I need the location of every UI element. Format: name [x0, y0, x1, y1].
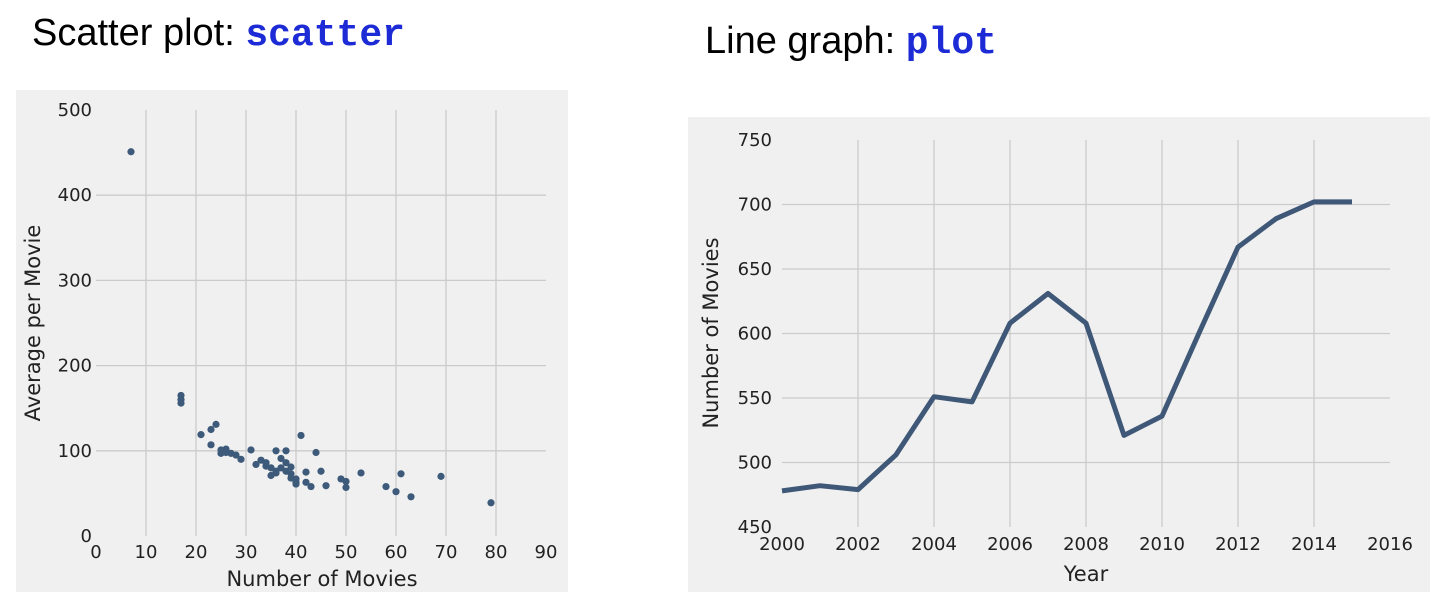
scatter-y-axis-title: Average per Movie — [21, 225, 45, 422]
line-y-tick-label: 450 — [738, 517, 772, 538]
scatter-point — [197, 431, 205, 439]
scatter-x-tick-label: 90 — [535, 542, 558, 563]
scatter-plot-area — [16, 90, 568, 592]
scatter-point — [437, 472, 445, 480]
scatter-point — [297, 431, 305, 440]
scatter-point — [382, 482, 390, 491]
scatter-point — [272, 447, 280, 455]
scatter-point — [207, 441, 215, 449]
line-heading: Line graph: plot — [705, 20, 997, 65]
line-y-tick-label: 650 — [738, 259, 772, 280]
line-x-tick-label: 2000 — [759, 534, 805, 555]
scatter-y-tick-label: 500 — [58, 100, 92, 121]
line-x-tick-label: 2002 — [835, 534, 881, 555]
scatter-x-tick-label: 0 — [90, 542, 101, 563]
scatter-point — [237, 455, 245, 463]
scatter-point — [292, 480, 300, 488]
scatter-point — [317, 467, 325, 475]
scatter-chart: 0 10 20 30 40 50 60 70 80 90 0 100 200 300 400 500 Numbe… — [16, 90, 568, 592]
scatter-point — [177, 399, 185, 407]
scatter-point — [342, 483, 350, 492]
scatter-point — [342, 477, 350, 486]
scatter-point — [392, 488, 400, 496]
line-x-tick-label: 2008 — [1063, 534, 1109, 555]
line-y-tick-label: 600 — [738, 324, 772, 345]
scatter-x-tick-label: 60 — [385, 542, 408, 563]
scatter-heading: Scatter plot: scatter — [32, 12, 405, 57]
line-heading-code: plot — [905, 22, 997, 65]
scatter-point — [357, 469, 365, 477]
line-x-tick-label: 2016 — [1367, 534, 1413, 555]
scatter-point — [487, 499, 495, 507]
scatter-point — [247, 446, 255, 454]
line-series — [781, 199, 1352, 494]
line-x-tick-label: 2006 — [987, 534, 1033, 555]
line-x-tick-label: 2010 — [1139, 534, 1185, 555]
scatter-x-tick-label: 10 — [135, 542, 158, 563]
scatter-heading-code: scatter — [245, 14, 405, 57]
line-x-tick-label: 2014 — [1291, 534, 1337, 555]
scatter-x-axis-title: Number of Movies — [226, 567, 417, 591]
scatter-point — [277, 454, 285, 463]
scatter-point — [207, 425, 215, 434]
scatter-y-tick-label: 200 — [58, 356, 92, 377]
scatter-y-tick-label: 100 — [58, 441, 92, 462]
scatter-x-tick-label: 40 — [285, 542, 308, 563]
scatter-point — [397, 470, 405, 478]
scatter-point — [287, 463, 295, 471]
line-y-tick-label: 550 — [738, 388, 772, 409]
line-y-axis-title: Number of Movies — [699, 237, 723, 428]
scatter-point — [302, 478, 310, 486]
scatter-x-tick-label: 30 — [235, 542, 258, 563]
line-x-tick-label: 2012 — [1215, 534, 1261, 555]
scatter-point — [272, 469, 280, 477]
scatter-point — [302, 468, 310, 476]
scatter-x-tick-label: 20 — [185, 542, 208, 563]
scatter-point — [282, 459, 290, 467]
scatter-y-tick-label: 0 — [81, 526, 92, 547]
line-y-tick-label: 500 — [738, 453, 772, 474]
scatter-point — [212, 420, 220, 428]
scatter-point — [307, 482, 315, 491]
scatter-point — [322, 482, 330, 490]
scatter-heading-label: Scatter plot: — [32, 12, 246, 54]
scatter-point — [252, 460, 260, 469]
line-y-tick-label: 700 — [738, 195, 772, 216]
line-heading-label: Line graph: — [705, 20, 906, 62]
scatter-y-tick-label: 300 — [58, 270, 92, 291]
scatter-x-tick-label: 80 — [485, 542, 508, 563]
scatter-point — [282, 447, 290, 455]
line-y-tick-label: 750 — [738, 130, 772, 151]
line-chart: 2000 2002 2004 2006 2008 2010 2012 2014 2016 450 5… — [688, 117, 1430, 592]
scatter-point — [127, 148, 135, 156]
scatter-point — [232, 451, 240, 459]
scatter-point — [312, 448, 320, 457]
scatter-y-tick-label: 400 — [58, 185, 92, 206]
scatter-point — [407, 493, 415, 501]
scatter-x-tick-label: 70 — [435, 542, 458, 563]
line-x-axis-title: Year — [1063, 562, 1109, 586]
scatter-x-tick-label: 50 — [335, 542, 358, 563]
line-x-tick-label: 2004 — [911, 534, 957, 555]
line-plot-area — [688, 117, 1430, 592]
